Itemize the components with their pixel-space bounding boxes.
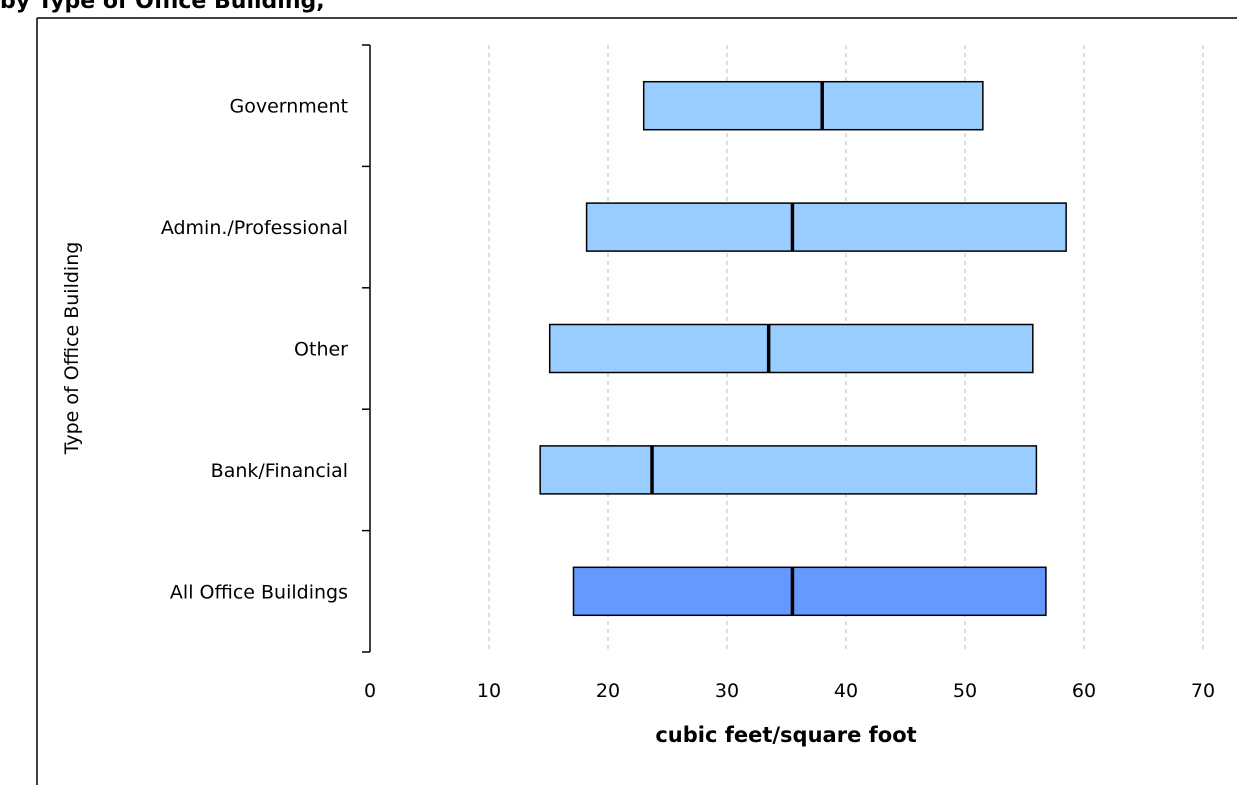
x-tick-label: 40 bbox=[834, 680, 858, 702]
x-tick-label: 60 bbox=[1072, 680, 1096, 702]
x-tick-label: 20 bbox=[596, 680, 620, 702]
bar bbox=[539, 445, 1038, 495]
y-tick-label: All Office Buildings bbox=[170, 581, 348, 603]
bar bbox=[548, 323, 1034, 374]
y-tick-label: Other bbox=[294, 339, 348, 361]
bar bbox=[642, 80, 984, 131]
x-axis-label: cubic feet/square foot bbox=[655, 723, 916, 747]
x-tick-label: 0 bbox=[364, 680, 376, 702]
y-tick-label: Government bbox=[230, 96, 349, 118]
x-tick-label: 30 bbox=[715, 680, 739, 702]
bar bbox=[585, 202, 1067, 252]
y-tick-label: Bank/Financial bbox=[211, 460, 348, 482]
chart-title: by Type of Office Building, bbox=[0, 0, 325, 14]
bar bbox=[572, 566, 1047, 617]
y-axis-label: Type of Office Building bbox=[61, 242, 83, 456]
x-tick-label: 10 bbox=[477, 680, 501, 702]
x-tick-label: 50 bbox=[953, 680, 977, 702]
x-tick-label: 70 bbox=[1191, 680, 1215, 702]
y-tick-label: Admin./Professional bbox=[161, 217, 348, 239]
